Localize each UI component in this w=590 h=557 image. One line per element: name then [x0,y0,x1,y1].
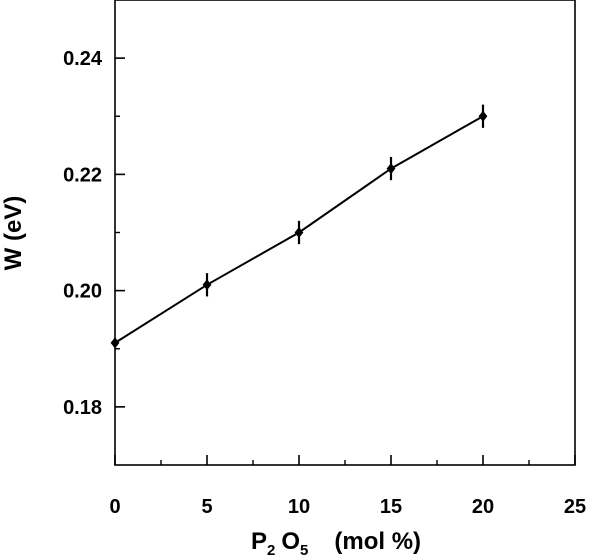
x-axis-title-suffix: (mol %) [334,528,421,555]
x-tick-label: 15 [380,496,402,518]
x-tick-label: 10 [288,496,310,518]
data-point [478,110,488,122]
plot-frame [114,0,576,466]
x-tick-label: 0 [109,496,120,518]
data-point [386,163,396,175]
data-point [202,279,212,291]
x-tick-label: 5 [201,496,212,518]
y-tick-label: 0.20 [63,281,102,303]
y-tick-label: 0.22 [63,164,102,186]
y-tick-label: 0.24 [63,48,103,70]
x-axis-title-mid: O [281,528,300,555]
x-axis-title-sub2: 5 [300,542,308,557]
x-tick-label: 25 [564,496,586,518]
axis-ticks [114,57,576,465]
x-axis-title: P2 O5 (mol %) [251,528,421,557]
data-point [294,227,304,238]
data-point [110,337,120,349]
x-axis-title-prefix: P [251,528,267,555]
y-tick-label: 0.18 [63,397,102,419]
x-tick-label: 20 [472,496,494,518]
series-layer [110,104,488,349]
y-axis-title: W (eV) [0,196,27,271]
tick-labels: 0 5 10 15 20 25 0.18 0.20 0.22 0.24 [63,48,586,518]
x-axis-title-sub1: 2 [267,542,275,557]
